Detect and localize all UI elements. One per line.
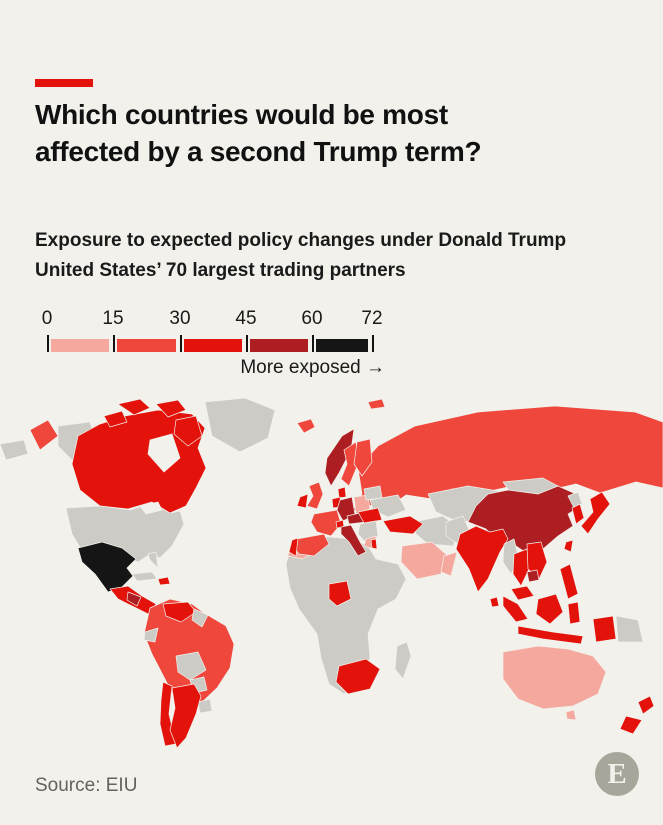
legend-tick-mark [47,335,49,352]
country-aleutians [0,439,29,461]
legend-swatch-15-30 [117,339,176,352]
legend-tick-label: 60 [301,308,323,329]
country-japan [580,491,611,535]
country-greenland [204,397,276,453]
country-south-korea [571,503,585,525]
country-russia [351,405,663,513]
page-title-line1: Which countries would be most [35,99,448,130]
country-oman-uae [440,551,458,577]
country-finland [353,438,373,477]
legend-tick-mark [113,335,115,352]
legend-tick-mark [312,335,314,352]
legend-swatch-45-60 [250,339,308,352]
country-sulawesi [567,601,581,625]
country-new-zealand-north [637,695,655,715]
country-malaysia [510,585,535,601]
page-title-line2: affected by a second Trump term? [35,135,482,167]
country-dominican-republic [157,576,171,586]
legend-tick-label: 30 [169,308,191,329]
country-baffin-island [173,415,203,447]
economist-logo: E [595,752,639,796]
country-india [455,525,509,593]
country-thailand [512,548,530,587]
country-norway [324,428,355,487]
country-venezuela [162,601,197,623]
country-svalbard [367,398,386,410]
world-map-svg [0,397,663,749]
color-scale-legend: 0 15 30 45 60 72 More exposed → [42,308,392,383]
country-honduras [126,591,142,607]
country-bolivia [175,651,207,681]
country-vietnam [526,541,548,580]
country-java [517,625,584,645]
legend-tick-label: 45 [235,308,257,329]
legend-swatch-0-15 [51,339,109,352]
legend-tick-mark [180,335,182,352]
chart-subtitle-block: Exposure to expected policy changes unde… [35,226,630,286]
country-papua-new-guinea [615,615,644,643]
country-denmark [337,486,347,499]
accent-bar [35,79,93,87]
source-credit: Source: EIU [35,775,138,796]
country-new-zealand-south [619,715,643,735]
country-turkey [382,515,424,535]
country-borneo [535,593,564,625]
page-title: Which countries would be most affected b… [35,97,625,171]
country-cambodia [526,569,540,583]
chart-title: Exposure to expected policy changes unde… [35,230,567,251]
country-ecuador [143,627,159,643]
country-tasmania [565,709,577,721]
country-west-papua [592,615,617,643]
country-nigeria [328,580,352,607]
world-choropleth-map [0,396,663,762]
country-canada-arctic-1 [117,398,151,416]
country-portugal [288,537,299,557]
country-sumatra [502,595,529,623]
legend-tick-label: 15 [102,308,124,329]
chart-subtitle: United States’ 70 largest trading partne… [35,260,406,282]
legend-more-exposed-label: More exposed → [240,357,385,378]
country-israel [370,538,378,550]
country-sweden [340,441,359,487]
country-florida [147,551,159,569]
legend-swatch-30-45 [184,339,242,352]
economist-logo-letter: E [607,757,627,790]
country-canada-arctic-3 [103,410,128,428]
legend-tick-label: 0 [41,308,53,329]
country-north-korea [567,491,583,509]
country-australia [502,645,607,710]
country-taiwan [563,539,574,553]
legend-tick-mark [372,335,374,352]
legend-tick-label: 72 [361,308,383,329]
country-madagascar [394,641,412,680]
country-saudi-arabia [400,541,449,580]
great-lakes [139,501,163,515]
country-south-africa [335,658,381,695]
country-ireland [296,493,309,509]
legend-tick-mark [246,335,248,352]
country-argentina [169,683,202,749]
hudson-bay [147,433,181,473]
legend-swatch-60-72 [316,339,368,352]
country-africa-base [285,535,407,695]
country-uruguay [197,698,213,714]
country-iceland [296,418,316,434]
country-philippines [559,563,579,600]
country-italy [340,524,367,557]
country-sri-lanka [489,596,500,608]
country-russia-chukotka [29,419,59,451]
country-canada-arctic-2 [155,399,187,418]
country-hungary-romania [357,507,383,524]
country-cuba [131,571,158,582]
country-united-kingdom [306,481,324,510]
country-guyana [191,608,209,628]
